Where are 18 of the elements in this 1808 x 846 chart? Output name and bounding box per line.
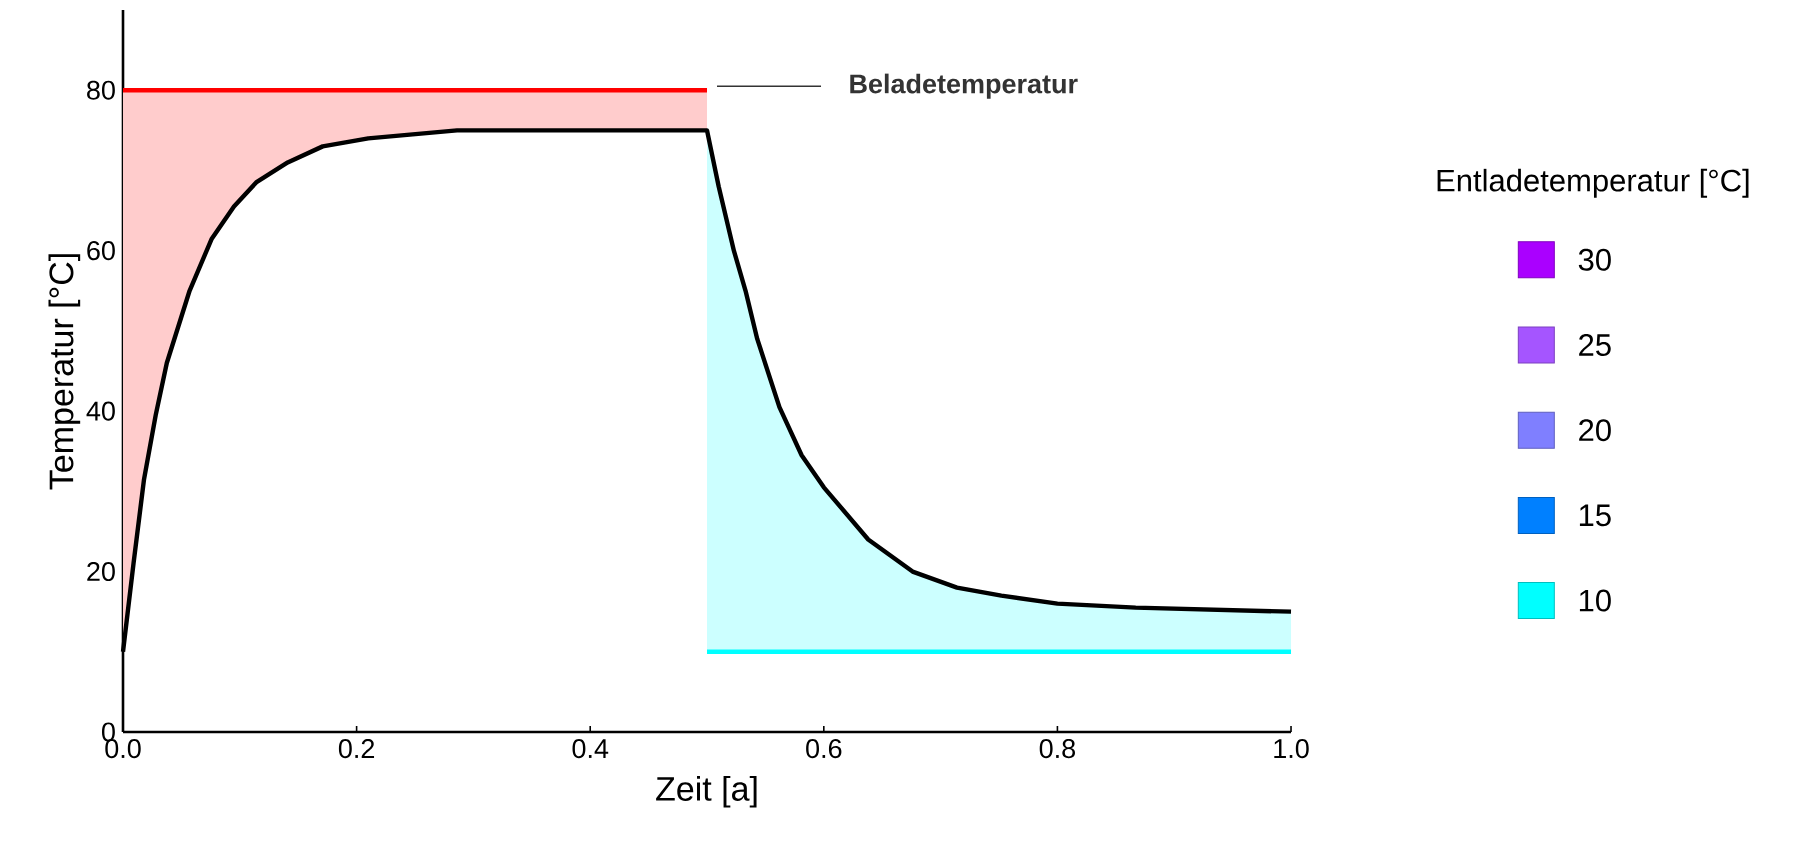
y-tick-label: 20	[87, 562, 115, 582]
legend-title: Entladetemperatur [°C]	[1437, 168, 1749, 198]
x-tick-label: 0.4	[572, 739, 609, 759]
x-axis-title: Zeit [a]	[656, 775, 757, 808]
y-tick-label: 40	[86, 401, 115, 421]
x-tick-label: 1.0	[1274, 739, 1309, 759]
y-tick-label: 60	[87, 241, 115, 261]
x-tick-label: 0.2	[338, 739, 375, 759]
legend-label: 20	[1579, 419, 1611, 442]
y-tick-label: 80	[87, 80, 115, 100]
legend-label: 25	[1579, 334, 1611, 356]
legend-label: 10	[1579, 589, 1611, 612]
x-tick-label: 0.6	[806, 739, 842, 759]
legend-label: 15	[1579, 504, 1611, 527]
x-tick-label: 0.8	[1039, 739, 1075, 759]
text: Beladetemperatur	[850, 73, 1078, 99]
legend-label: 30	[1578, 248, 1611, 271]
y-axis-title: Temperatur [°C]	[48, 254, 81, 490]
